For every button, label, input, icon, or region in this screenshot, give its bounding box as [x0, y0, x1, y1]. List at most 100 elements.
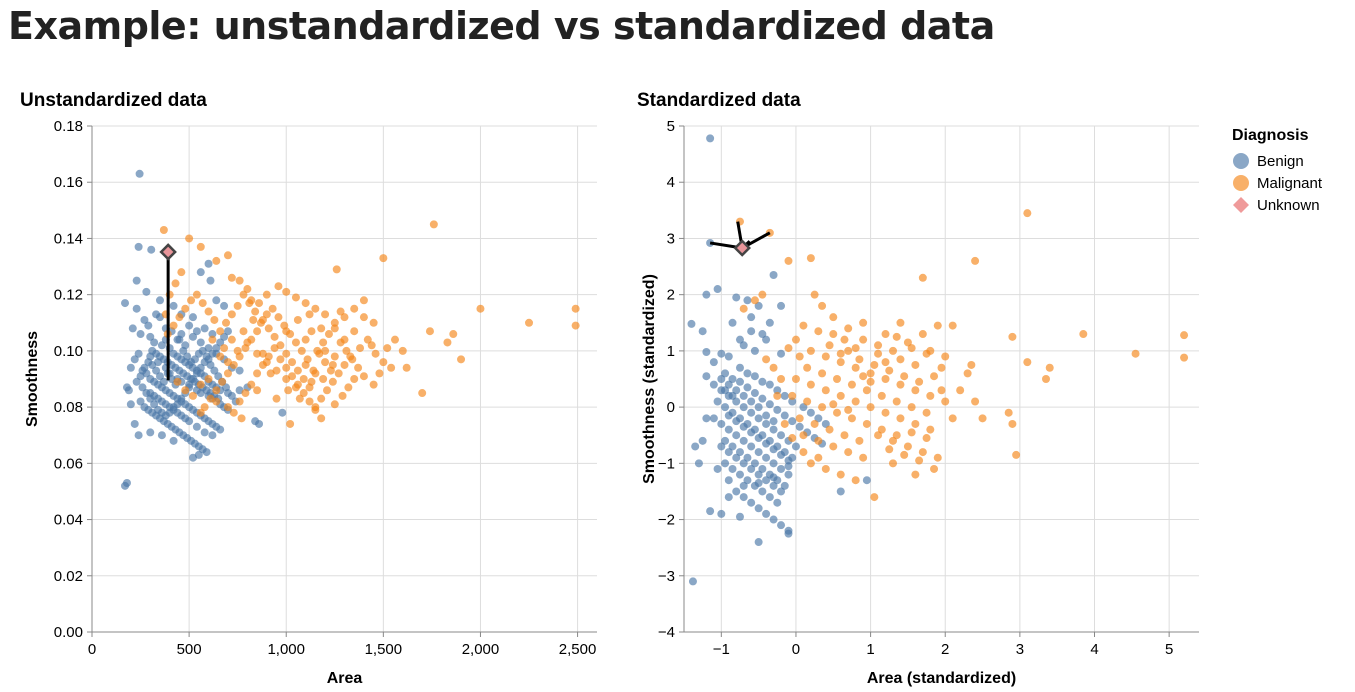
- benign-point: [169, 436, 178, 445]
- benign-point: [762, 439, 771, 448]
- malignant-point: [836, 358, 845, 367]
- benign-point: [735, 448, 744, 457]
- benign-point: [694, 459, 703, 468]
- benign-point: [732, 487, 741, 496]
- malignant-point: [317, 414, 326, 423]
- benign-point: [713, 285, 722, 294]
- benign-point: [754, 538, 763, 547]
- benign-point: [836, 487, 845, 496]
- malignant-point: [235, 276, 244, 285]
- malignant-point: [948, 321, 957, 330]
- malignant-point: [255, 299, 264, 308]
- malignant-point: [311, 304, 320, 313]
- benign-point: [735, 512, 744, 521]
- benign-point: [150, 400, 159, 409]
- benign-point: [862, 476, 871, 485]
- benign-point: [721, 386, 730, 395]
- malignant-point: [874, 341, 883, 350]
- malignant-point: [321, 358, 330, 367]
- benign-point: [747, 408, 756, 417]
- malignant-point: [449, 330, 458, 339]
- benign-point: [198, 346, 207, 355]
- series-malignant: [735, 209, 1189, 502]
- benign-point: [739, 436, 748, 445]
- malignant-point: [204, 375, 213, 383]
- benign-point: [739, 341, 748, 350]
- x-tick-label: 5: [1165, 641, 1173, 658]
- malignant-point: [773, 391, 782, 400]
- benign-point: [220, 301, 229, 310]
- malignant-point: [425, 327, 434, 336]
- malignant-point: [937, 363, 946, 372]
- benign-point: [773, 386, 782, 395]
- malignant-point: [866, 369, 875, 378]
- benign-point: [750, 389, 759, 398]
- malignant-point: [866, 403, 875, 412]
- benign-point: [122, 383, 131, 392]
- y-axis-title: Smoothness: [24, 331, 41, 427]
- malignant-point: [1012, 450, 1021, 459]
- malignant-point: [525, 318, 534, 327]
- x-tick-label: 2: [941, 641, 949, 658]
- benign-point: [136, 372, 145, 381]
- malignant-point: [229, 408, 238, 417]
- malignant-point: [233, 301, 242, 310]
- malignant-point: [803, 363, 812, 372]
- malignant-point: [833, 375, 842, 383]
- x-axis-title: Area: [327, 670, 363, 687]
- malignant-point: [900, 450, 909, 459]
- benign-point: [687, 319, 696, 328]
- malignant-point: [1180, 353, 1189, 362]
- benign-point: [147, 245, 156, 254]
- benign-point: [821, 419, 830, 428]
- x-tick-label: 1,000: [267, 641, 305, 658]
- benign-point: [140, 363, 149, 372]
- malignant-point: [821, 386, 830, 395]
- malignant-point: [874, 431, 883, 440]
- benign-point: [769, 417, 778, 426]
- malignant-point: [777, 375, 786, 383]
- malignant-point: [911, 419, 920, 428]
- benign-point: [192, 369, 201, 378]
- malignant-point: [350, 327, 359, 336]
- malignant-point: [268, 304, 277, 313]
- malignant-point: [978, 414, 987, 423]
- y-tick-label: 0.08: [54, 399, 83, 416]
- benign-point: [777, 349, 786, 358]
- malignant-point: [803, 397, 812, 406]
- benign-point: [769, 515, 778, 524]
- malignant-point: [814, 453, 823, 462]
- benign-point: [724, 411, 733, 420]
- benign-point: [743, 476, 752, 485]
- malignant-point: [307, 377, 316, 386]
- malignant-point: [930, 372, 939, 381]
- benign-point: [739, 459, 748, 468]
- benign-point: [173, 400, 182, 409]
- benign-point: [150, 338, 159, 347]
- malignant-point: [840, 431, 849, 440]
- benign-point: [709, 380, 718, 389]
- malignant-point: [896, 318, 905, 327]
- malignant-point: [350, 304, 359, 313]
- y-tick-label: 0.16: [54, 174, 83, 191]
- malignant-point: [1008, 419, 1017, 428]
- benign-point: [724, 493, 733, 502]
- benign-point: [743, 453, 752, 462]
- benign-point: [732, 386, 741, 395]
- malignant-point: [915, 377, 924, 386]
- y-tick-label: 0.18: [54, 118, 83, 135]
- malignant-point: [457, 355, 466, 364]
- malignant-point: [307, 327, 316, 336]
- benign-point: [200, 324, 209, 333]
- malignant-point: [391, 335, 399, 344]
- benign-point: [728, 375, 737, 383]
- benign-point: [202, 448, 211, 457]
- benign-point: [134, 431, 143, 440]
- malignant-point: [870, 360, 879, 369]
- malignant-point: [171, 279, 180, 288]
- malignant-point: [922, 408, 931, 417]
- malignant-point: [799, 321, 808, 330]
- unstandardized-chart: Unstandardized data 0 500 1,000 1,500 2,000 2,…: [20, 90, 597, 687]
- malignant-point: [847, 380, 856, 389]
- y-tick-label: 0.10: [54, 343, 83, 360]
